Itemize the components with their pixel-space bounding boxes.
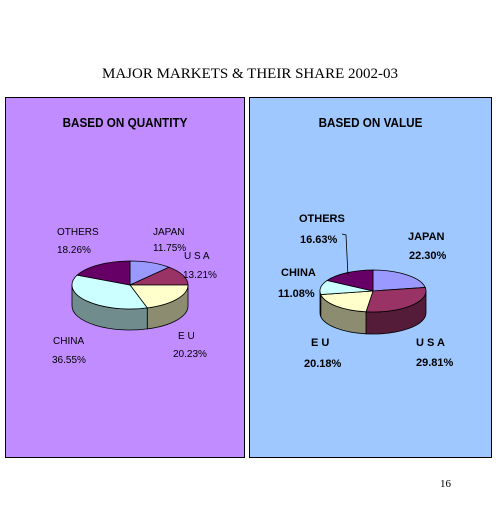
value-value-china: 11.08%: [278, 288, 315, 300]
quantity-value-others: 18.26%: [57, 245, 91, 256]
quantity-label-japan: JAPAN: [153, 227, 185, 238]
quantity-panel: BASED ON QUANTITY JAPAN 11.75% U S A 13.21%…: [5, 97, 245, 458]
value-pie-chart: JAPAN 22.30% U S A 29.81% E U 20.18% CHINA 11.0…: [278, 213, 454, 370]
value-value-u-s-a: 29.81%: [416, 357, 454, 369]
value-label-china: CHINA: [281, 267, 316, 279]
value-panel: BASED ON VALUE JAPAN 22.30% U S A 29.81% E U…: [249, 97, 492, 458]
quantity-slice-china: [71, 274, 148, 310]
value-value-others: 16.63%: [300, 234, 338, 246]
quantity-value-u-s-a: 13.21%: [183, 270, 217, 281]
value-label-e-u: E U: [311, 337, 329, 349]
value-slice-u-s-a: [365, 287, 427, 313]
quantity-value-china: 36.55%: [52, 355, 86, 366]
page-title: MAJOR MARKETS & THEIR SHARE 2002-03: [102, 66, 398, 82]
quantity-label-u-s-a: U S A: [184, 251, 210, 262]
page-number: 16: [440, 478, 451, 490]
value-value-japan: 22.30%: [409, 250, 447, 262]
value-slice-japan: [372, 269, 426, 292]
quantity-label-others: OTHERS: [57, 227, 99, 238]
value-chart-title: BASED ON VALUE: [318, 115, 423, 130]
value-value-e-u: 20.18%: [304, 358, 342, 370]
quantity-slice-e-u: [129, 284, 189, 309]
value-label-japan: JAPAN: [408, 231, 445, 243]
value-slice-e-u: [320, 290, 374, 313]
quantity-label-e-u: E U: [178, 331, 195, 342]
value-label-u-s-a: U S A: [416, 337, 445, 349]
quantity-value-japan: 11.75%: [153, 243, 186, 254]
quantity-value-e-u: 20.23%: [173, 349, 207, 360]
quantity-chart-title: BASED ON QUANTITY: [62, 115, 188, 130]
quantity-pie-chart: JAPAN 11.75%U S A 13.21% E U 20.23% CHINA 36.5…: [52, 227, 217, 366]
value-slice-others: [326, 269, 374, 292]
quantity-slice-others: [76, 260, 131, 286]
value-label-others: OTHERS: [299, 213, 345, 225]
quantity-label-china: CHINA: [53, 336, 84, 347]
value-leader-others: [341, 233, 349, 277]
